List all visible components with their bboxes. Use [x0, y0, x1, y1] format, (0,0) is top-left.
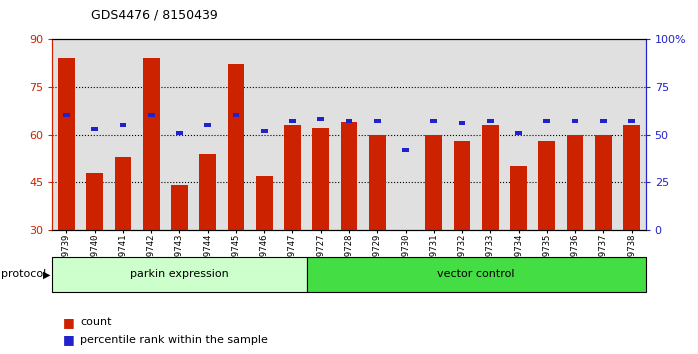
Text: vector control: vector control	[438, 269, 515, 279]
Bar	[335, 39, 363, 230]
Text: GDS4476 / 8150439: GDS4476 / 8150439	[91, 9, 218, 22]
Bar	[628, 119, 635, 123]
Bar	[538, 141, 555, 230]
Bar	[459, 121, 466, 125]
Bar	[87, 173, 103, 230]
Bar	[431, 119, 437, 123]
Bar	[52, 257, 306, 292]
Bar	[543, 119, 550, 123]
Bar	[618, 39, 646, 230]
Text: ▶: ▶	[43, 269, 51, 279]
Bar	[515, 131, 522, 135]
Bar	[52, 39, 80, 230]
Bar	[228, 64, 244, 230]
Bar	[165, 39, 193, 230]
Bar	[363, 39, 392, 230]
Bar	[143, 58, 160, 230]
Bar	[137, 39, 165, 230]
Bar	[306, 257, 646, 292]
Bar	[109, 39, 137, 230]
Bar	[114, 157, 131, 230]
Text: ■: ■	[63, 333, 75, 346]
Bar	[374, 119, 380, 123]
Bar	[567, 135, 584, 230]
Bar	[487, 119, 493, 123]
Bar	[250, 39, 279, 230]
Bar	[419, 39, 448, 230]
Bar	[572, 119, 579, 123]
Bar	[232, 114, 239, 117]
Bar	[205, 123, 211, 127]
Bar	[261, 129, 267, 133]
Bar	[171, 185, 188, 230]
Bar	[397, 230, 414, 236]
Text: parkin expression: parkin expression	[130, 269, 229, 279]
Bar	[193, 39, 222, 230]
Bar	[289, 119, 296, 123]
Bar	[402, 148, 409, 152]
Bar	[623, 125, 640, 230]
Text: ■: ■	[63, 316, 75, 329]
Bar	[58, 58, 75, 230]
Bar	[392, 39, 419, 230]
Bar	[148, 114, 155, 117]
Bar	[476, 39, 505, 230]
Bar	[505, 39, 533, 230]
Bar	[119, 123, 126, 127]
Bar	[425, 135, 443, 230]
Text: protocol: protocol	[1, 269, 47, 279]
Bar	[595, 135, 611, 230]
Bar	[199, 154, 216, 230]
Bar	[222, 39, 250, 230]
Bar	[341, 122, 357, 230]
Bar	[589, 39, 618, 230]
Bar	[80, 39, 109, 230]
Bar	[510, 166, 527, 230]
Bar	[346, 119, 352, 123]
Bar	[255, 176, 273, 230]
Bar	[533, 39, 561, 230]
Bar	[448, 39, 476, 230]
Text: percentile rank within the sample: percentile rank within the sample	[80, 335, 268, 345]
Bar	[318, 117, 324, 121]
Bar	[482, 125, 499, 230]
Bar	[284, 125, 301, 230]
Bar	[63, 114, 70, 117]
Bar	[454, 141, 470, 230]
Bar	[600, 119, 607, 123]
Bar	[91, 127, 98, 131]
Bar	[176, 131, 183, 135]
Bar	[279, 39, 306, 230]
Bar	[561, 39, 589, 230]
Bar	[369, 135, 386, 230]
Bar	[312, 128, 329, 230]
Bar	[306, 39, 335, 230]
Text: count: count	[80, 317, 112, 327]
